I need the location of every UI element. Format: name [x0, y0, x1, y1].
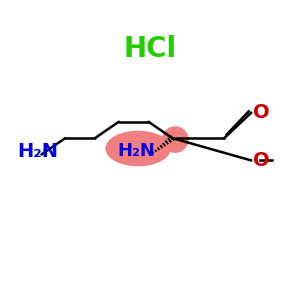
Text: H₂N: H₂N	[18, 142, 59, 161]
Text: H₂N: H₂N	[118, 142, 156, 160]
Ellipse shape	[106, 131, 170, 166]
Ellipse shape	[163, 127, 188, 152]
Text: O: O	[253, 151, 270, 170]
Text: HCl: HCl	[123, 35, 177, 63]
Text: O: O	[253, 103, 270, 122]
